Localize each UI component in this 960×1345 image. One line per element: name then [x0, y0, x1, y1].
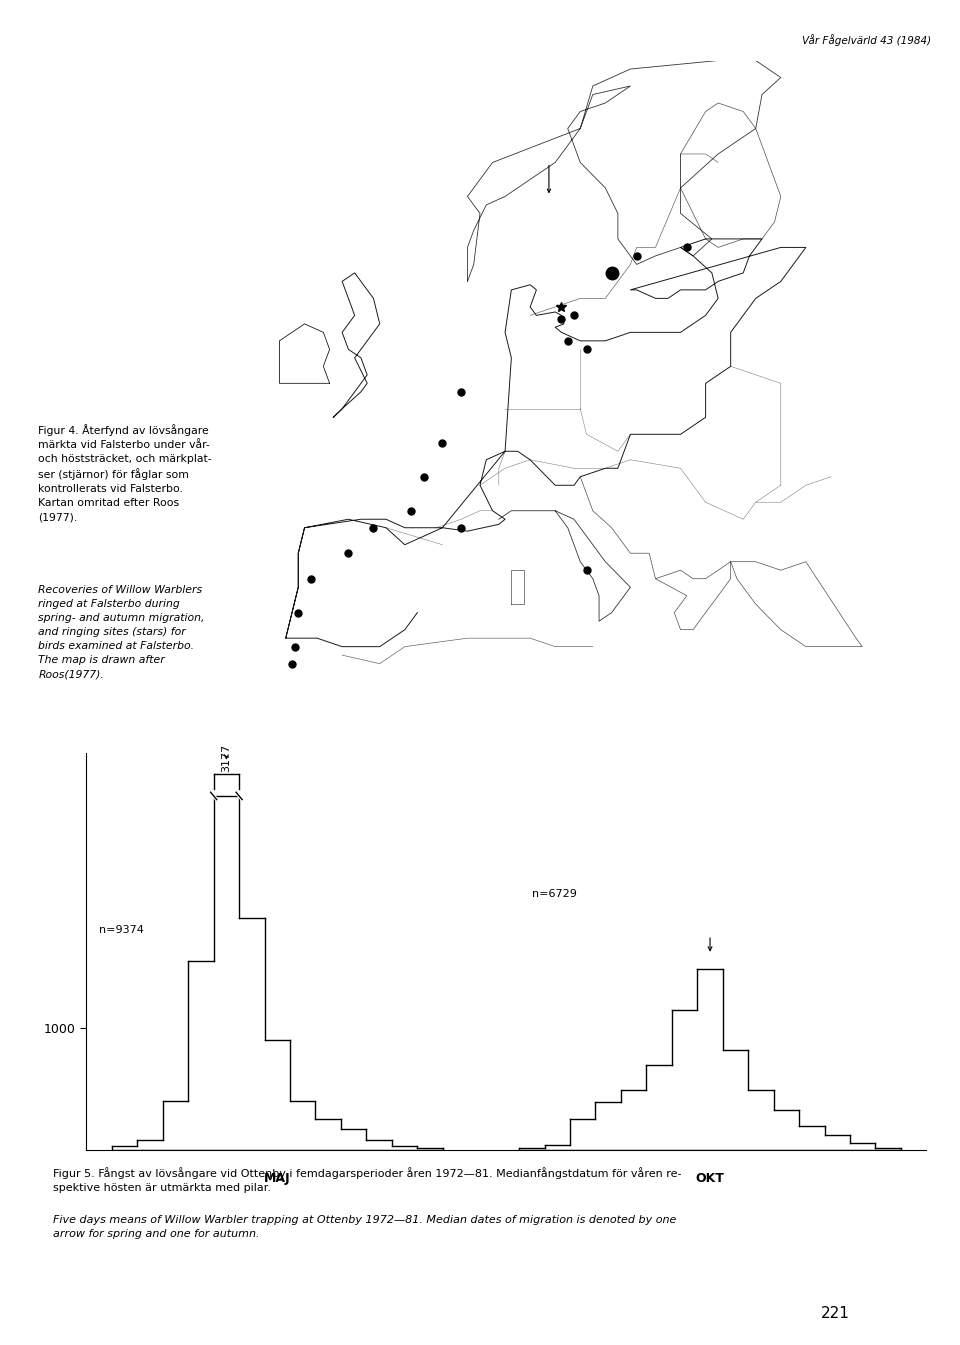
Text: MAJ: MAJ [264, 1171, 291, 1185]
Text: Vår Fågelvärld 43 (1984): Vår Fågelvärld 43 (1984) [802, 34, 931, 46]
Text: Recoveries of Willow Warblers
ringed at Falsterbo during
spring- and autumn migr: Recoveries of Willow Warblers ringed at … [38, 585, 204, 679]
Text: Five days means of Willow Warbler trapping at Ottenby 1972—81. Median dates of m: Five days means of Willow Warbler trappi… [53, 1215, 676, 1239]
Text: Figur 5. Fångst av lövsångare vid Ottenby i femdagarsperioder åren 1972—81. Medi: Figur 5. Fångst av lövsångare vid Ottenb… [53, 1167, 682, 1193]
Text: 3177: 3177 [222, 744, 231, 772]
Text: n=9374: n=9374 [99, 925, 144, 935]
Text: Figur 4. Återfynd av lövsångare
märkta vid Falsterbo under vår-
och höststräcket: Figur 4. Återfynd av lövsångare märkta v… [38, 424, 212, 522]
Text: OKT: OKT [696, 1171, 725, 1185]
Text: 221: 221 [821, 1306, 850, 1321]
Text: n=6729: n=6729 [532, 889, 577, 898]
